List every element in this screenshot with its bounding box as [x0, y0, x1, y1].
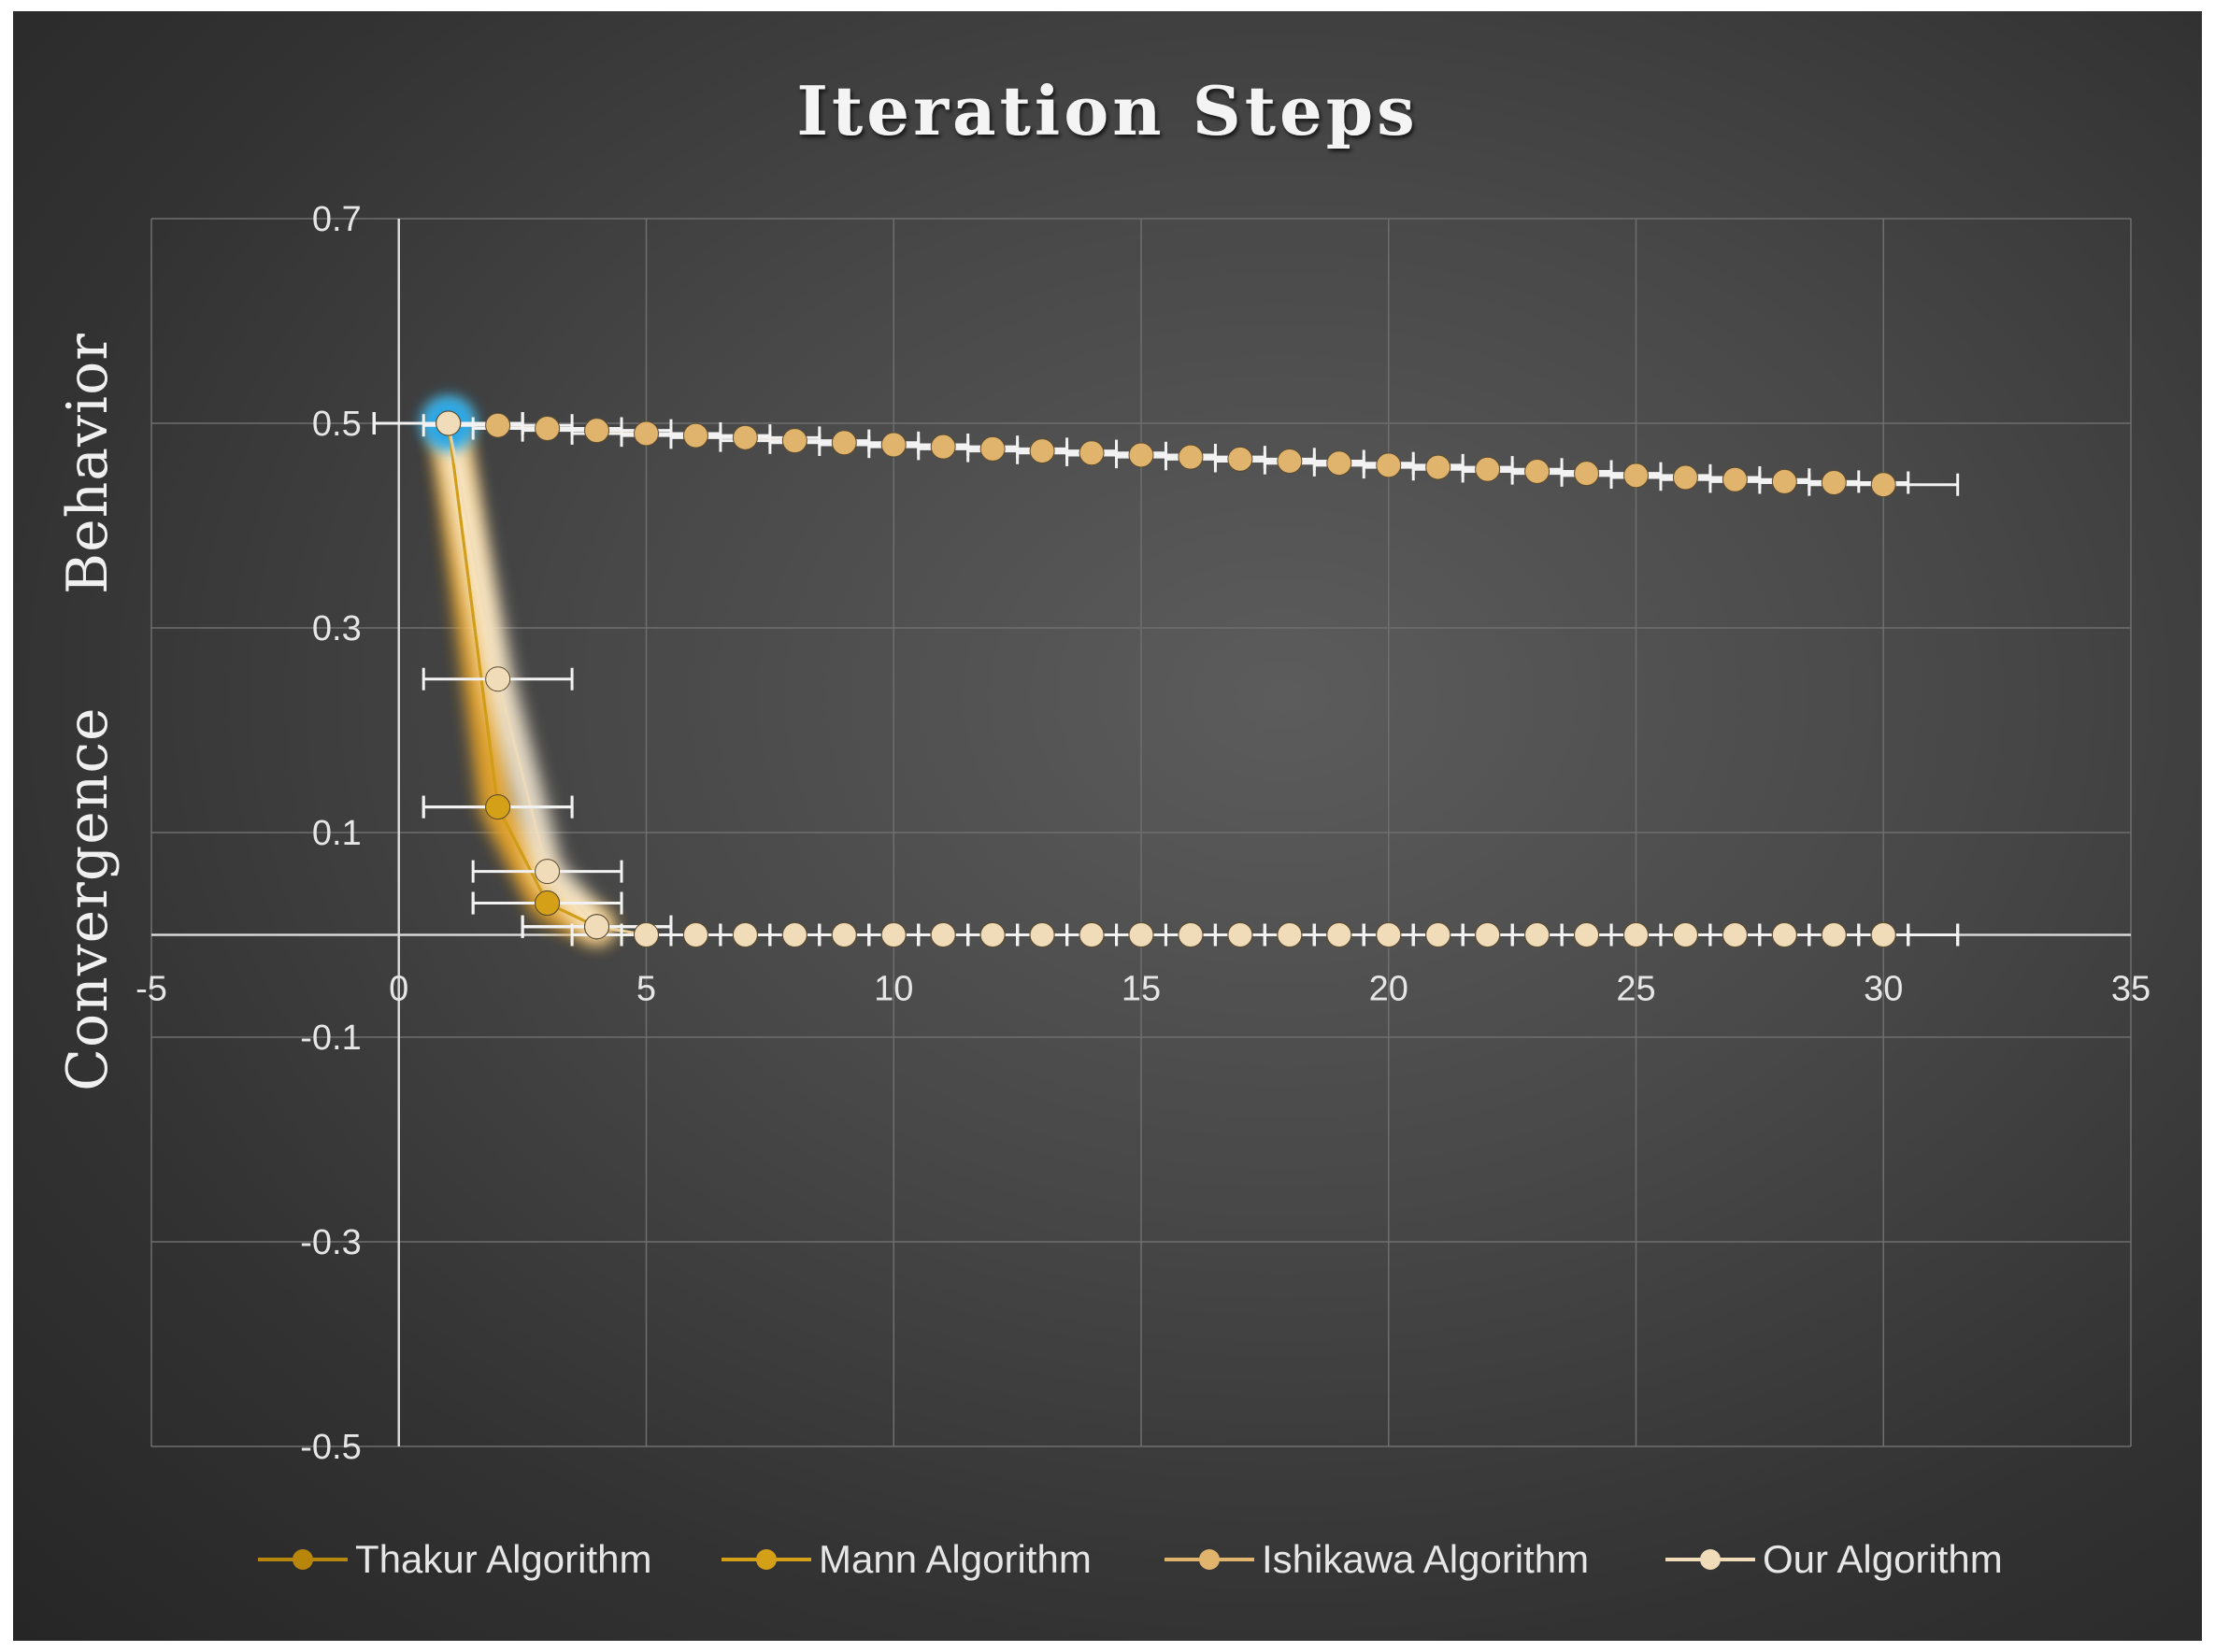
x-tick-label: 5	[636, 970, 656, 1009]
legend-label: Mann Algorithm	[819, 1537, 1092, 1581]
data-point	[1870, 922, 1896, 947]
data-point	[584, 418, 610, 444]
legend: Thakur Algorithm Mann Algorithm Ishikawa A…	[258, 1537, 2003, 1581]
data-point	[1574, 461, 1600, 487]
data-point	[1771, 922, 1797, 947]
data-point	[584, 914, 610, 940]
legend-marker	[293, 1549, 313, 1570]
x-tick-label: -5	[136, 970, 167, 1009]
data-point	[1722, 466, 1748, 492]
data-point	[1574, 922, 1600, 947]
data-point	[1425, 922, 1451, 947]
legend-label: Thakur Algorithm	[355, 1537, 651, 1581]
data-point	[1524, 922, 1550, 947]
data-point	[1326, 450, 1352, 477]
data-point	[1227, 922, 1253, 947]
data-point	[1227, 446, 1253, 472]
data-point	[781, 922, 807, 947]
data-point	[831, 430, 857, 456]
data-point	[880, 432, 907, 458]
data-point	[1672, 464, 1698, 491]
series-line	[447, 422, 1884, 936]
y-tick-label: 0.1	[312, 814, 362, 853]
data-points	[436, 410, 1896, 947]
data-point	[1079, 922, 1105, 947]
data-point	[1672, 922, 1698, 947]
series-lines	[447, 421, 1884, 936]
data-point	[1821, 922, 1847, 947]
x-tick-label: 10	[874, 970, 913, 1009]
data-point	[1870, 472, 1896, 498]
data-point	[1722, 922, 1748, 947]
chart-frame: Iteration Steps Convergence Behavior -5 0…	[13, 11, 2202, 1641]
legend-label: Ishikawa Algorithm	[1262, 1537, 1589, 1581]
data-point	[535, 859, 561, 885]
x-tick-label: 25	[1616, 970, 1655, 1009]
data-point	[1277, 449, 1303, 475]
data-point	[1376, 922, 1402, 947]
y-tick-label: 0.5	[312, 405, 362, 444]
data-point	[1475, 922, 1501, 947]
chart-svg: Iteration Steps Convergence Behavior -5 0…	[55, 71, 2151, 1581]
x-tick-label: 0	[389, 970, 408, 1009]
x-tick-label: 15	[1122, 970, 1161, 1009]
data-point	[1524, 458, 1550, 484]
data-point	[1623, 463, 1649, 489]
data-point	[979, 435, 1006, 462]
series-line	[447, 422, 1884, 936]
data-point	[930, 922, 956, 947]
y-tick-label: -0.5	[300, 1428, 361, 1467]
data-point	[732, 922, 758, 947]
data-point	[634, 922, 659, 947]
data-point	[781, 428, 807, 454]
data-point	[1376, 452, 1402, 478]
data-point	[1079, 440, 1105, 466]
data-point	[930, 434, 956, 460]
data-point	[1425, 454, 1451, 480]
data-point	[485, 794, 511, 820]
y-tick-label: -0.3	[300, 1223, 361, 1262]
y-tick-label: -0.1	[300, 1018, 361, 1058]
data-point	[1178, 922, 1204, 947]
x-tick-label: 20	[1369, 970, 1408, 1009]
data-point	[1029, 922, 1055, 947]
data-point	[1128, 442, 1154, 468]
data-point	[485, 412, 511, 438]
data-point	[1029, 438, 1055, 464]
data-point	[535, 890, 561, 917]
data-point	[436, 410, 462, 436]
y-tick-label: 0.7	[312, 200, 362, 239]
legend-label: Our Algorithm	[1763, 1537, 2003, 1581]
data-point	[1821, 470, 1847, 496]
y-axis-label: Convergence Behavior	[55, 333, 121, 1091]
data-point	[979, 922, 1006, 947]
series-line	[447, 422, 1884, 936]
data-point	[1475, 456, 1501, 482]
x-tick-label: 35	[2111, 970, 2151, 1009]
chart-title: Iteration Steps	[796, 71, 1418, 150]
data-point	[1178, 444, 1204, 470]
data-point	[732, 424, 758, 450]
data-point	[485, 666, 511, 692]
highlight-glow	[420, 395, 613, 943]
data-point	[682, 922, 708, 947]
data-point	[1771, 468, 1797, 494]
data-point	[1277, 922, 1303, 947]
legend-marker	[756, 1549, 777, 1570]
y-tick-label: 0.3	[312, 609, 362, 648]
data-point	[1623, 922, 1649, 947]
data-point	[682, 422, 708, 449]
legend-marker	[1700, 1549, 1721, 1570]
data-point	[1326, 922, 1352, 947]
data-point	[634, 420, 659, 447]
legend-marker	[1199, 1549, 1220, 1570]
data-point	[880, 922, 907, 947]
x-tick-label: 30	[1864, 970, 1903, 1009]
data-point	[535, 415, 561, 441]
tick-labels: -5 0 5 10 15 20 25 30 35 0.7 0.5 0.3 0.1 -0.1 -0.3 -0.5	[136, 200, 2151, 1467]
error-bars	[372, 412, 1960, 947]
data-point	[1128, 922, 1154, 947]
data-point	[831, 922, 857, 947]
